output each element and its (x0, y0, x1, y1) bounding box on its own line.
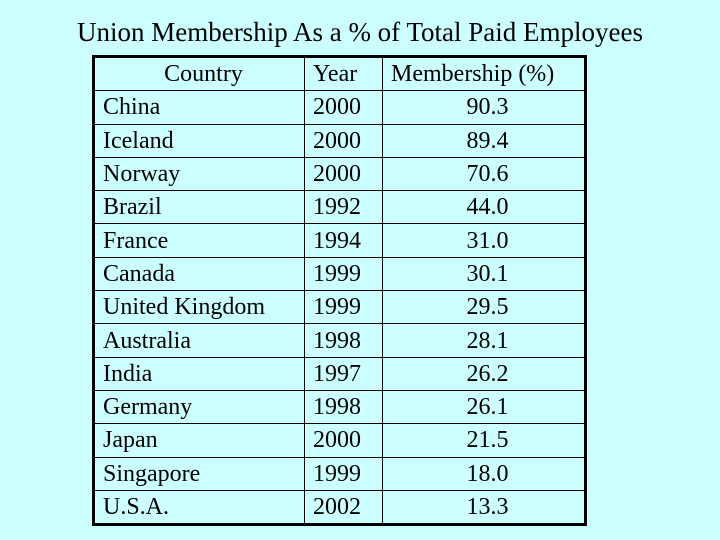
cell-country: Brazil (94, 190, 305, 225)
cell-country: Iceland (94, 123, 305, 158)
cell-country: U.S.A. (94, 489, 305, 525)
table-row: China 2000 90.3 (94, 90, 585, 125)
membership-table-container: Country Year Membership (%) China 2000 90.… (92, 54, 587, 527)
table-row: Singapore 1999 18.0 (94, 456, 585, 491)
table-row: Australia 1998 28.1 (94, 323, 585, 358)
cell-year: 1992 (304, 190, 383, 225)
cell-country: Norway (94, 156, 305, 192)
cell-country: China (94, 90, 305, 125)
header-year: Year (304, 56, 383, 92)
cell-year: 2000 (304, 156, 383, 192)
membership-table: Country Year Membership (%) China 2000 90.… (92, 54, 587, 527)
cell-membership: 26.2 (382, 356, 585, 391)
cell-membership: 90.3 (382, 90, 585, 125)
cell-membership: 70.6 (382, 156, 585, 192)
header-country: Country (94, 56, 305, 92)
cell-membership: 28.1 (382, 323, 585, 358)
cell-country: India (94, 356, 305, 391)
cell-country: Japan (94, 423, 305, 458)
cell-country: Canada (94, 256, 305, 292)
cell-membership: 18.0 (382, 456, 585, 491)
header-membership: Membership (%) (382, 56, 585, 92)
table-row: Canada 1999 30.1 (94, 256, 585, 292)
cell-country: France (94, 223, 305, 258)
cell-membership: 21.5 (382, 423, 585, 458)
cell-year: 1997 (304, 356, 383, 391)
cell-country: Singapore (94, 456, 305, 491)
cell-year: 1999 (304, 290, 383, 325)
cell-year: 1999 (304, 256, 383, 292)
table-row: Iceland 2000 89.4 (94, 123, 585, 158)
table-row: France 1994 31.0 (94, 223, 585, 258)
table-row: India 1997 26.2 (94, 356, 585, 391)
slide-title: Union Membership As a % of Total Paid Em… (76, 17, 644, 47)
table-row: U.S.A. 2002 13.3 (94, 489, 585, 525)
cell-year: 2000 (304, 90, 383, 125)
cell-year: 1999 (304, 456, 383, 491)
cell-year: 1998 (304, 389, 383, 425)
cell-country: Australia (94, 323, 305, 358)
table-body: China 2000 90.3 Iceland 2000 89.4 Norway 2000 70… (94, 90, 585, 525)
cell-membership: 44.0 (382, 190, 585, 225)
table-row: Germany 1998 26.1 (94, 389, 585, 425)
cell-country: United Kingdom (94, 290, 305, 325)
cell-year: 2002 (304, 489, 383, 525)
cell-membership: 30.1 (382, 256, 585, 292)
cell-membership: 26.1 (382, 389, 585, 425)
cell-year: 1998 (304, 323, 383, 358)
table-row: Brazil 1992 44.0 (94, 190, 585, 225)
table-row: Japan 2000 21.5 (94, 423, 585, 458)
cell-membership: 29.5 (382, 290, 585, 325)
table-row: Norway 2000 70.6 (94, 156, 585, 192)
cell-year: 1994 (304, 223, 383, 258)
cell-country: Germany (94, 389, 305, 425)
cell-membership: 89.4 (382, 123, 585, 158)
cell-year: 2000 (304, 123, 383, 158)
cell-membership: 31.0 (382, 223, 585, 258)
cell-membership: 13.3 (382, 489, 585, 525)
table-header-row: Country Year Membership (%) (94, 56, 585, 92)
table-row: United Kingdom 1999 29.5 (94, 290, 585, 325)
cell-year: 2000 (304, 423, 383, 458)
